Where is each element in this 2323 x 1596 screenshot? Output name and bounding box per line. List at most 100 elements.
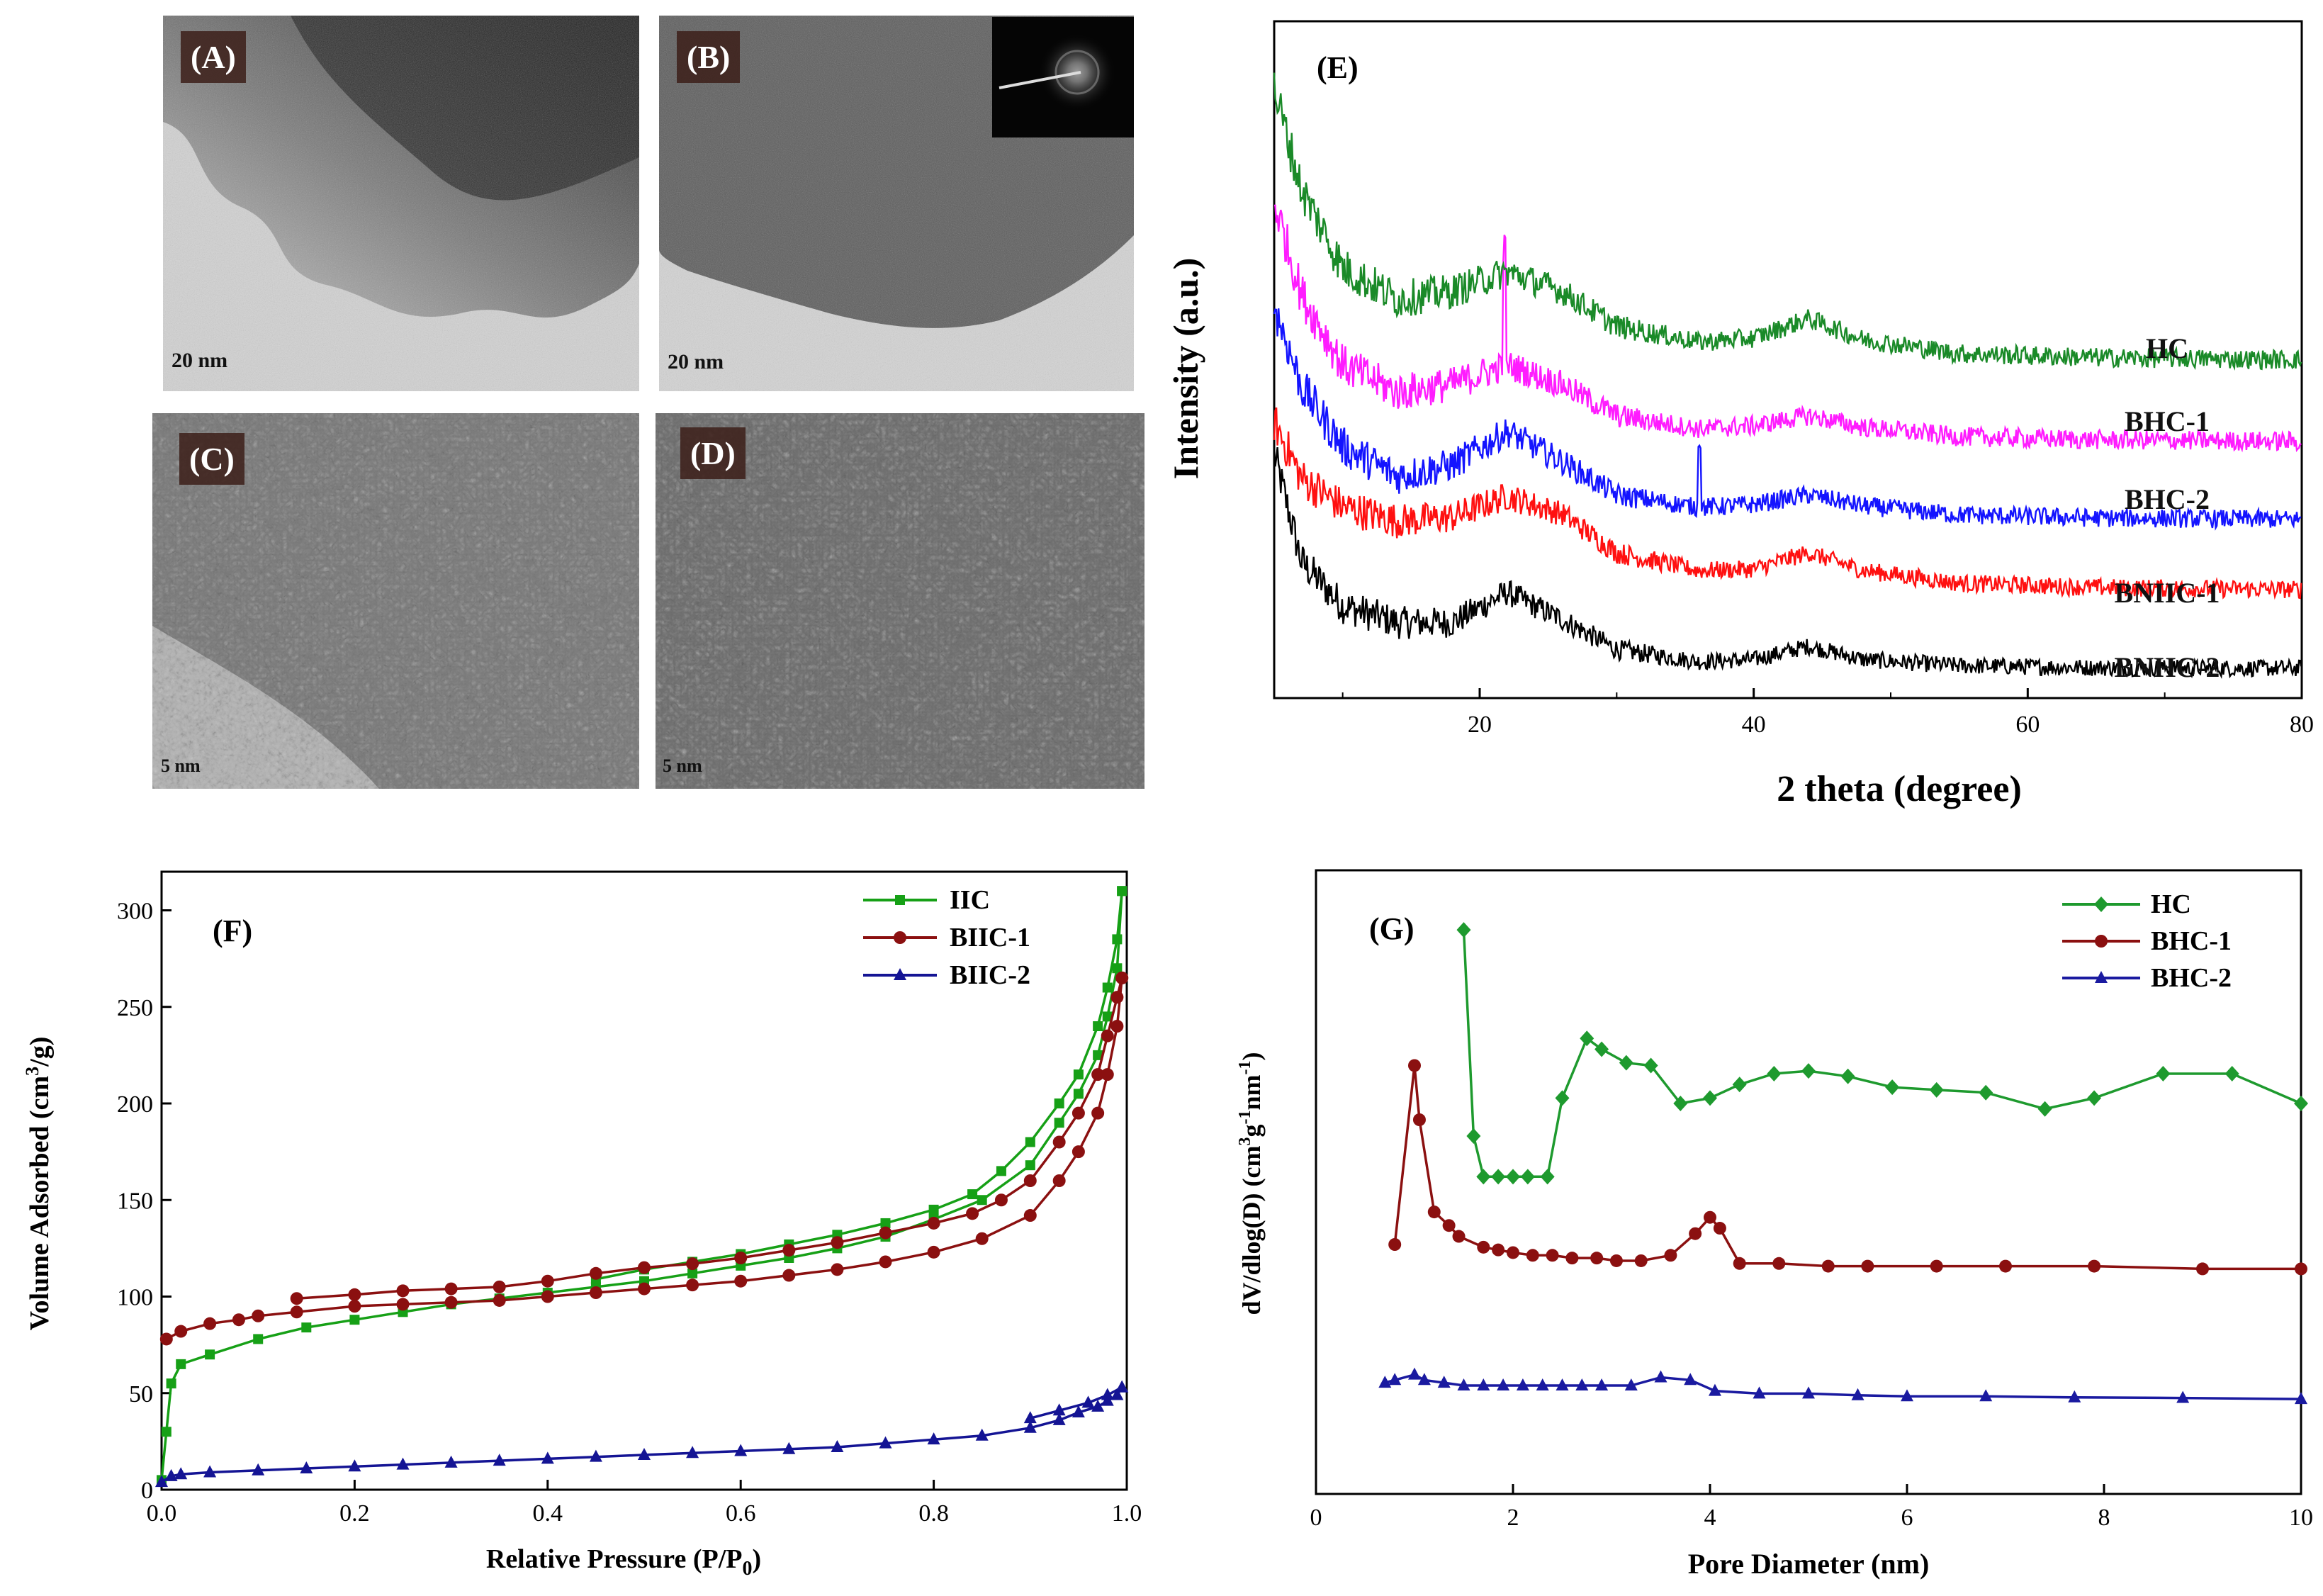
marker-diamond bbox=[1520, 1169, 1535, 1185]
marker-circle bbox=[1442, 1219, 1456, 1232]
x-tick-label-f: 0.8 bbox=[918, 1500, 949, 1527]
marker-square bbox=[1093, 1050, 1103, 1060]
marker-circle bbox=[1110, 991, 1124, 1004]
marker-square bbox=[349, 1315, 360, 1325]
x-axis-title-f-main: Relative Pressure (P/P bbox=[486, 1544, 743, 1574]
marker-diamond bbox=[2156, 1065, 2171, 1081]
marker-circle bbox=[396, 1284, 410, 1298]
isotherm-desorption-hc bbox=[595, 891, 1123, 1281]
marker-triangle bbox=[1101, 1388, 1114, 1400]
marker-square bbox=[1102, 1011, 1113, 1022]
marker-circle bbox=[1507, 1246, 1519, 1259]
marker-triangle bbox=[203, 1465, 217, 1478]
marker-triangle bbox=[1023, 1420, 1037, 1433]
isotherm-adsorption-bhc-1 bbox=[165, 977, 1123, 1341]
y-tick-label-f: 250 bbox=[117, 995, 153, 1021]
marker-triangle bbox=[1388, 1373, 1402, 1386]
marker-diamond bbox=[1466, 1128, 1481, 1144]
marker-circle bbox=[2088, 1259, 2101, 1273]
marker-triangle bbox=[1110, 1388, 1124, 1400]
tem-panel-a: (A) 20 nm bbox=[163, 16, 639, 391]
marker-square bbox=[1112, 934, 1123, 945]
marker-triangle bbox=[1115, 1380, 1129, 1393]
x-tick-label-e: 40 bbox=[1742, 712, 1766, 738]
marker-diamond bbox=[1885, 1079, 1900, 1096]
marker-circle bbox=[2295, 1262, 2307, 1276]
marker-triangle bbox=[1595, 1378, 1609, 1390]
y-tick-label-f: 0 bbox=[141, 1478, 153, 1504]
marker-square bbox=[996, 1166, 1006, 1176]
marker-square bbox=[1073, 1069, 1084, 1080]
marker-diamond bbox=[1580, 1030, 1594, 1047]
pore-line-bhc-2 bbox=[1384, 1373, 2302, 1400]
saed-inset bbox=[992, 17, 1134, 137]
marker-circle bbox=[290, 1292, 303, 1305]
marker-circle bbox=[1999, 1259, 2012, 1273]
marker-circle bbox=[1071, 1145, 1085, 1159]
marker-triangle bbox=[164, 1468, 178, 1481]
y-axis-title-g-sup: 3 bbox=[1236, 1137, 1254, 1146]
legend-label-bhc-2: BIIC-2 bbox=[950, 960, 1030, 990]
marker-diamond bbox=[2224, 1065, 2239, 1081]
marker-triangle bbox=[734, 1444, 748, 1456]
marker-triangle bbox=[831, 1440, 844, 1453]
marker-square bbox=[494, 1293, 505, 1304]
marker-circle bbox=[1713, 1222, 1726, 1235]
marker-circle bbox=[1388, 1238, 1402, 1251]
legend-label-g-bhc-2: BHC-2 bbox=[2151, 963, 2232, 993]
marker-square bbox=[1073, 1089, 1084, 1099]
marker-triangle bbox=[879, 1436, 892, 1449]
marker-circle bbox=[1091, 1068, 1105, 1081]
marker-circle bbox=[1733, 1257, 1746, 1270]
marker-square bbox=[590, 1281, 601, 1292]
marker-diamond bbox=[1540, 1169, 1555, 1185]
marker-triangle bbox=[1437, 1376, 1451, 1388]
scale-label-d: 5 nm bbox=[663, 755, 702, 776]
marker-circle bbox=[1110, 1020, 1124, 1033]
legend-label-g-bhc-1: BHC-1 bbox=[2151, 926, 2232, 956]
marker-triangle bbox=[1556, 1378, 1569, 1390]
marker-square bbox=[1025, 1160, 1035, 1171]
marker-triangle bbox=[1052, 1412, 1066, 1425]
x-axis-title-e: 2 theta (degree) bbox=[1777, 769, 2022, 809]
marker-diamond bbox=[2094, 897, 2108, 912]
marker-circle bbox=[1664, 1249, 1677, 1262]
marker-square bbox=[1093, 1021, 1103, 1031]
marker-circle bbox=[975, 1232, 989, 1245]
marker-triangle bbox=[1708, 1383, 1721, 1396]
marker-diamond bbox=[1555, 1090, 1570, 1106]
marker-circle bbox=[1526, 1249, 1539, 1262]
isotherm-legend: IIC BIIC-1 BIIC-2 bbox=[863, 885, 1030, 990]
isotherm-adsorption-hc bbox=[160, 891, 1123, 1480]
marker-diamond bbox=[2037, 1101, 2052, 1117]
x-tick-label-e: 60 bbox=[2015, 712, 2040, 738]
marker-triangle bbox=[2095, 971, 2108, 983]
marker-circle bbox=[1477, 1240, 1490, 1254]
marker-square bbox=[157, 1475, 167, 1485]
marker-square bbox=[1112, 963, 1123, 974]
pore-line-hc bbox=[1462, 930, 2302, 1179]
tem-image-d bbox=[656, 413, 1144, 789]
plot-frame-g bbox=[1315, 869, 2302, 1495]
marker-triangle bbox=[541, 1451, 554, 1464]
marker-square bbox=[1054, 1098, 1064, 1108]
marker-circle bbox=[1689, 1227, 1702, 1240]
marker-triangle bbox=[975, 1428, 989, 1441]
marker-diamond bbox=[1929, 1081, 1944, 1098]
marker-triangle bbox=[1417, 1373, 1431, 1386]
marker-triangle bbox=[638, 1447, 651, 1460]
marker-triangle bbox=[1052, 1403, 1066, 1416]
marker-triangle bbox=[2295, 1392, 2307, 1405]
marker-circle bbox=[252, 1309, 265, 1322]
marker-square bbox=[832, 1243, 843, 1254]
isotherm-desorption-bhc-2 bbox=[1030, 1386, 1123, 1420]
marker-circle bbox=[686, 1257, 699, 1271]
marker-square bbox=[446, 1299, 456, 1310]
marker-circle bbox=[1091, 1106, 1105, 1120]
marker-triangle bbox=[493, 1454, 506, 1466]
marker-circle bbox=[1452, 1230, 1466, 1243]
x-tick-label-f: 1.0 bbox=[1112, 1500, 1142, 1527]
marker-diamond bbox=[2087, 1090, 2102, 1106]
plot-frame-f bbox=[160, 870, 1128, 1491]
marker-circle bbox=[1101, 1068, 1114, 1081]
